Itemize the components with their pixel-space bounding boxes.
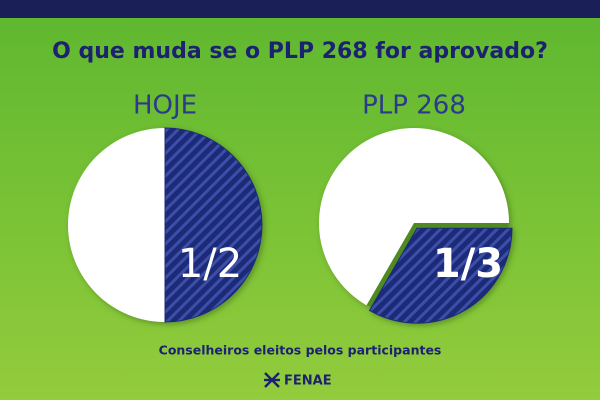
pie-title: HOJE	[133, 91, 197, 121]
brand-logo: FENAE	[264, 372, 332, 389]
pie-slice	[368, 227, 513, 324]
title: O que muda se o PLP 268 for aprovado?	[52, 39, 548, 64]
footnote: Conselheiros eleitos pelos participantes	[159, 343, 442, 358]
slice-label: 1/2	[178, 241, 242, 287]
brand-icon	[264, 372, 280, 388]
pie	[319, 128, 513, 324]
top-bar	[0, 0, 600, 18]
brand-name: FENAE	[284, 374, 332, 389]
pie-title: PLP 268	[362, 91, 466, 121]
pie-slice	[164, 127, 263, 323]
pie	[68, 127, 263, 323]
charts: HOJE 1/2 PLP 268 1/3	[68, 91, 513, 324]
slice-label: 1/3	[433, 241, 503, 287]
